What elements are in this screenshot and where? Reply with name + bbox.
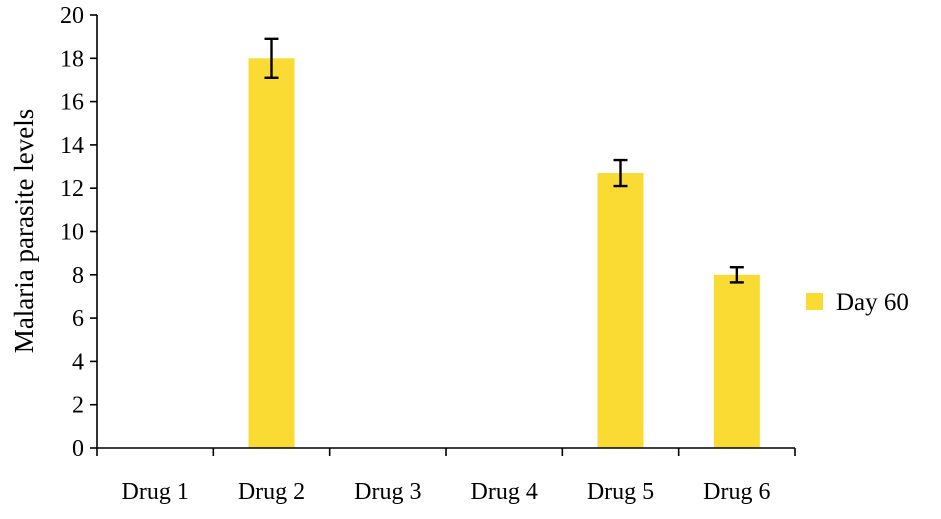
error-bar [613, 158, 628, 188]
error-bar [264, 37, 279, 79]
x-tick-label: Drug 1 [122, 479, 189, 505]
x-axis-ticks: Drug 1 Drug 2 Drug 3 Drug 4 Drug 5 Drug 6 [96, 448, 796, 505]
y-axis-ticks: 0 2 4 6 8 10 12 14 16 18 20 [60, 3, 97, 462]
error-bar [729, 266, 744, 284]
y-tick-label: 12 [60, 176, 84, 202]
x-tick-label: Drug 6 [703, 479, 770, 505]
legend-label: Day 60 [836, 289, 909, 316]
y-tick-label: 8 [72, 263, 84, 289]
legend-swatch [806, 293, 823, 310]
bar-drug-6 [713, 274, 760, 448]
y-tick-label: 2 [72, 393, 84, 419]
x-tick-label: Drug 4 [471, 479, 538, 505]
y-tick-label: 14 [60, 133, 84, 159]
x-tick-label: Drug 5 [587, 479, 654, 505]
y-tick-label: 16 [60, 90, 84, 116]
bars [248, 58, 760, 449]
legend: Day 60 [806, 289, 909, 316]
y-tick-label: 10 [60, 220, 84, 246]
bar-drug-5 [597, 173, 644, 449]
y-tick-label: 20 [60, 3, 84, 29]
y-tick-label: 4 [72, 349, 84, 375]
y-tick-label: 6 [72, 306, 84, 332]
y-tick-label: 0 [72, 436, 84, 462]
x-tick-label: Drug 2 [238, 479, 305, 505]
x-tick-label: Drug 3 [354, 479, 421, 505]
y-tick-label: 18 [60, 46, 84, 72]
error-bars [264, 37, 744, 284]
bar-drug-2 [248, 58, 295, 449]
y-axis-title: Malaria parasite levels [9, 109, 39, 353]
